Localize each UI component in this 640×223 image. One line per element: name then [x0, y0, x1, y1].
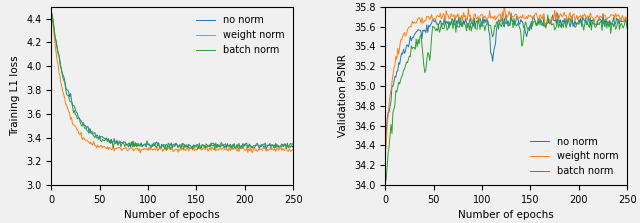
X-axis label: Number of epochs: Number of epochs: [124, 210, 220, 220]
X-axis label: Number of epochs: Number of epochs: [458, 210, 554, 220]
Legend: no norm, weight norm, batch norm: no norm, weight norm, batch norm: [192, 12, 289, 59]
Y-axis label: Validation PSNR: Validation PSNR: [339, 54, 348, 137]
Y-axis label: Training L1 loss: Training L1 loss: [10, 56, 20, 136]
Legend: no norm, weight norm, batch norm: no norm, weight norm, batch norm: [525, 133, 622, 180]
